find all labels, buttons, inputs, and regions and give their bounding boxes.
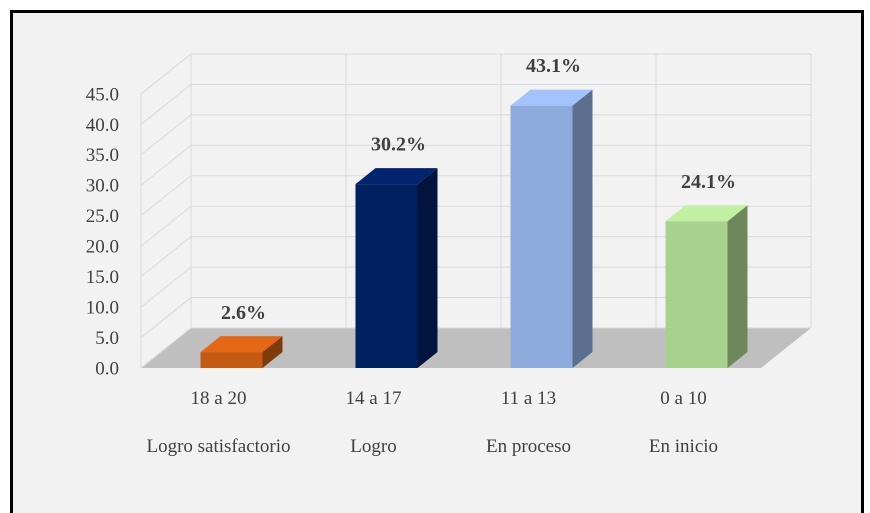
bar-front	[665, 221, 728, 368]
y-tick-label: 45.0	[86, 84, 119, 105]
y-tick-label: 25.0	[86, 206, 119, 227]
bar-top	[355, 168, 438, 185]
y-tick-label: 30.0	[86, 176, 119, 197]
bar	[355, 168, 438, 368]
category-group-label: En inicio	[648, 436, 719, 457]
grid-line	[140, 327, 811, 369]
bar-side	[417, 168, 438, 368]
grid-line	[140, 175, 811, 217]
y-tick-label: 15.0	[86, 267, 119, 288]
y-tick-label: 5.0	[95, 328, 119, 349]
bar-top	[510, 89, 593, 106]
floor	[141, 328, 811, 368]
bar	[510, 89, 593, 369]
grid-line	[140, 297, 811, 338]
category-group-label: Logro	[350, 436, 397, 457]
x-tick-label: 18 a 20	[190, 388, 247, 409]
x-tick-label: 11 a 13	[500, 388, 557, 409]
chart-frame: 0.0 5.0 10.0 15.0 20.0 25.0 30.0 35.0 40.0 45.0 2.…	[10, 10, 864, 513]
bar-front	[200, 352, 263, 368]
bar-front	[510, 105, 573, 369]
y-tick-label: 0.0	[95, 358, 119, 379]
data-label: 43.1%	[526, 55, 581, 77]
x-tick-label: 0 a 10	[660, 388, 707, 409]
x-tick-label: 14 a 17	[345, 388, 402, 409]
y-tick-label: 40.0	[86, 115, 119, 136]
bar-top	[665, 205, 748, 222]
grid-line	[140, 205, 811, 247]
y-tick-label: 10.0	[86, 297, 119, 318]
y-tick-label: 35.0	[86, 145, 119, 166]
data-label: 24.1%	[681, 171, 736, 193]
bar-side	[727, 205, 748, 368]
data-label: 30.2%	[371, 134, 426, 156]
grid-line	[140, 53, 811, 95]
grid-line	[140, 83, 811, 125]
category-group-label: Logro satisfactorio	[146, 436, 291, 457]
y-tick-label: 20.0	[86, 237, 119, 258]
grid-line	[140, 266, 811, 308]
bar	[200, 336, 283, 368]
grid-line	[140, 144, 811, 186]
bar-side	[572, 89, 593, 369]
chart: 0.0 5.0 10.0 15.0 20.0 25.0 30.0 35.0 40.0 45.0 2.…	[86, 53, 812, 379]
data-label: 2.6%	[221, 302, 266, 324]
bar-front	[355, 184, 418, 368]
grid-line	[140, 114, 811, 156]
bar-top	[200, 336, 283, 353]
bar-side	[262, 336, 283, 368]
bar	[665, 205, 748, 368]
grid-line	[140, 236, 811, 278]
category-group-label: En proceso	[486, 436, 571, 457]
